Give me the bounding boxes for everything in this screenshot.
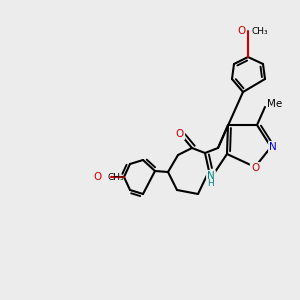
Text: H: H [208,179,214,188]
Text: N: N [269,142,277,152]
Text: CH₃: CH₃ [107,172,124,182]
Text: O: O [238,26,246,36]
Text: O: O [94,172,102,182]
Text: CH₃: CH₃ [252,26,268,35]
Text: N: N [207,171,215,181]
Text: O: O [176,129,184,139]
Text: O: O [251,163,259,173]
Text: Me: Me [267,99,282,109]
